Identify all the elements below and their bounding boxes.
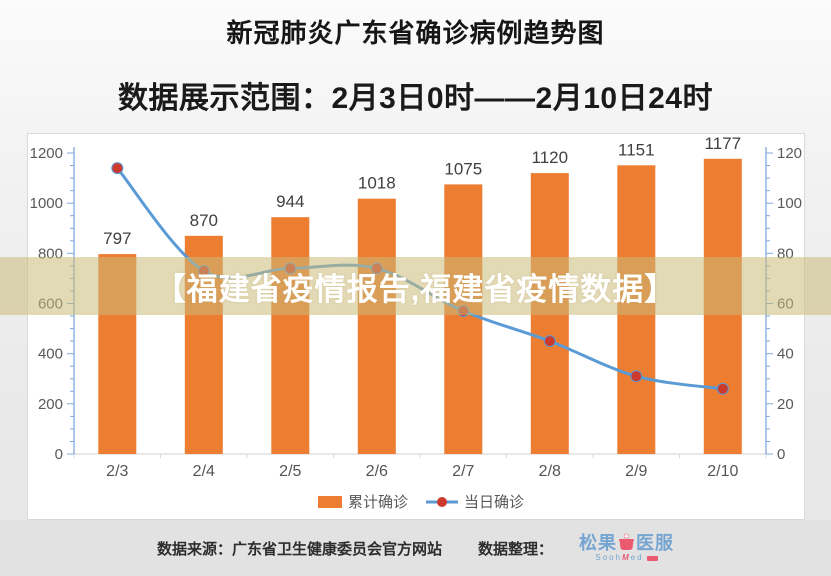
songguo-logo: 松果 医服 Sooh M ed: [579, 533, 675, 562]
footer: 数据来源：广东省卫生健康委员会官方网站 数据整理： 松果 医服 Sooh M e…: [0, 520, 831, 576]
logo-prefix: 松果: [579, 533, 618, 553]
logo-subtext-m: M: [622, 553, 631, 562]
left-axis-label: 1200: [30, 145, 63, 162]
bar-2/6: [357, 198, 396, 454]
legend-bar-swatch: [318, 496, 342, 508]
line-point-2/4: [197, 264, 210, 277]
right-axis-label: 40: [777, 346, 794, 363]
data-source-value: 广东省卫生健康委员会官方网站: [231, 540, 442, 558]
logo-badge: [646, 555, 658, 561]
legend-bar-label: 累计确诊: [348, 494, 408, 511]
right-axis-label: 80: [777, 245, 794, 262]
bar-2/5: [271, 217, 310, 454]
bar-2/7: [444, 184, 483, 454]
bar-value-label: 1018: [358, 174, 396, 193]
left-axis-label: 800: [38, 245, 63, 262]
right-axis-label: 120: [777, 145, 802, 162]
page-title: 新冠肺炎广东省确诊病例趋势图: [226, 18, 605, 48]
x-category-label: 2/4: [193, 463, 215, 480]
medicine-pot-icon: [619, 533, 635, 550]
bar-2/9: [617, 165, 656, 455]
x-category-label: 2/10: [707, 463, 738, 480]
logo-subtext-left: Sooh: [595, 553, 623, 562]
logo-main-text: 松果 医服: [579, 533, 675, 553]
bar-value-label: 870: [190, 211, 218, 230]
logo-suffix: 医服: [636, 533, 675, 553]
page-subtitle: 数据展示范围：2月3日0时——2月10日24时: [118, 82, 713, 115]
bar-value-label: 1151: [618, 140, 655, 159]
line-point-2/9: [630, 370, 643, 383]
x-category-label: 2/7: [452, 463, 474, 480]
chart-card: 0 200 400 600 800 1000 1200 0 20 40 60 80 100 120 2/3 2…: [27, 133, 805, 520]
right-axis-label: 0: [777, 446, 785, 463]
bar-2/3: [98, 254, 137, 454]
left-axis-label: 0: [55, 446, 63, 463]
right-axis-label: 100: [777, 195, 802, 212]
line-point-2/10: [716, 382, 729, 395]
x-category-label: 2/3: [106, 463, 128, 480]
bar-value-label: 1120: [532, 148, 569, 167]
data-source-label: 数据来源：: [156, 540, 232, 558]
logo-subtext: Sooh M ed: [595, 553, 658, 562]
line-point-2/8: [543, 335, 556, 348]
left-axis-label: 200: [38, 396, 63, 413]
line-point-2/5: [284, 262, 297, 275]
logo-subtext-rest: ed: [630, 553, 644, 562]
right-axis-label: 20: [777, 396, 794, 413]
data-source-text: 数据来源：广东省卫生健康委员会官方网站: [157, 538, 442, 559]
left-axis-label: 600: [38, 296, 63, 313]
x-category-label: 2/9: [625, 463, 647, 480]
bar-2/8: [530, 173, 569, 454]
right-axis-label: 60: [777, 296, 794, 313]
x-category-label: 2/5: [279, 463, 301, 480]
x-category-label: 2/6: [366, 463, 388, 480]
data-organizer-label: 数据整理：: [478, 540, 554, 558]
trend-chart: 0 200 400 600 800 1000 1200 0 20 40 60 80 100 120 2/3 2…: [30, 134, 802, 511]
line-point-2/3: [111, 162, 124, 175]
bar-2/10: [703, 158, 742, 455]
left-axis-label: 400: [38, 346, 63, 363]
line-point-2/7: [457, 305, 470, 317]
line-point-2/6: [370, 262, 383, 275]
legend-line-label: 当日确诊: [464, 494, 524, 511]
bar-value-label: 944: [276, 192, 304, 211]
left-axis-label: 1000: [30, 195, 63, 212]
legend-line-marker: [437, 497, 447, 507]
bar-value-label: 797: [103, 229, 131, 248]
bar-value-label: 1177: [705, 134, 742, 153]
bar-value-label: 1075: [444, 159, 482, 178]
x-category-label: 2/8: [539, 463, 561, 480]
